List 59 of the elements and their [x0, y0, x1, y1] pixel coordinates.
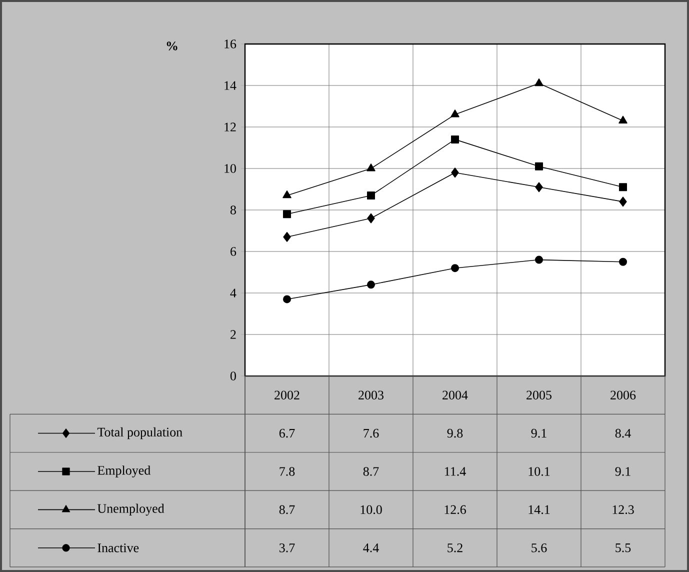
data-label: 5.5 — [616, 544, 631, 552]
data-label: 4.4 — [363, 544, 379, 552]
y-tick-label: 4 — [230, 288, 236, 298]
data-label: 12.3 — [612, 505, 634, 514]
point — [535, 162, 543, 170]
data-label: 5.2 — [448, 543, 462, 552]
legend-label: Total population — [97, 427, 182, 440]
point — [367, 191, 375, 200]
point — [283, 295, 292, 304]
legend-label: Inactive — [98, 544, 139, 552]
data-label: 6.7 — [279, 428, 295, 438]
data-label: 5.6 — [532, 543, 547, 552]
y-tick-label: 12 — [224, 122, 236, 132]
point — [618, 116, 628, 124]
point — [366, 163, 376, 172]
data-label: 8.7 — [279, 505, 295, 514]
y-tick-label: 14 — [224, 81, 236, 90]
point — [451, 264, 459, 272]
point — [451, 168, 459, 178]
y-tick-label: 8 — [230, 206, 236, 214]
point — [535, 256, 543, 264]
point — [450, 110, 460, 118]
legend-label: Employed — [98, 466, 150, 478]
point — [367, 280, 375, 289]
point — [534, 78, 544, 86]
x-tick-label: 2004 — [442, 390, 468, 400]
data-label: 3.7 — [280, 543, 295, 552]
point — [619, 196, 627, 207]
point — [619, 258, 627, 266]
point — [535, 182, 543, 192]
point — [283, 210, 292, 218]
x-tick-label: 2005 — [526, 390, 552, 400]
y-tick-label: 2 — [230, 330, 236, 339]
point — [367, 213, 375, 224]
data-label: 14.1 — [528, 505, 550, 514]
data-label: 10.0 — [360, 505, 382, 514]
point — [283, 232, 291, 242]
data-label: 9.8 — [447, 428, 463, 438]
data-label: 9.1 — [531, 428, 546, 438]
data-label: 10.1 — [528, 467, 550, 476]
data-label: 9.1 — [615, 467, 630, 476]
x-tick-label: 2002 — [274, 390, 300, 400]
data-label: 8.4 — [615, 428, 631, 438]
data-label: 7.6 — [364, 428, 379, 438]
data-label: 12.6 — [444, 505, 466, 514]
y-tick-label: 10 — [224, 164, 236, 173]
y-tick-label: 6 — [230, 247, 236, 256]
point — [451, 135, 459, 144]
point — [282, 190, 292, 198]
y-tick-label: 0 — [230, 372, 236, 380]
legend-label: Unemployed — [97, 504, 164, 516]
y-axis-title: % — [166, 42, 178, 50]
x-tick-label: 2003 — [358, 390, 384, 400]
y-tick-label: 16 — [224, 40, 236, 48]
data-label: 11.4 — [445, 467, 466, 476]
data-label: 7.8 — [280, 467, 295, 476]
x-tick-label: 2006 — [610, 390, 636, 400]
data-label: 8.7 — [363, 467, 379, 476]
point — [619, 183, 627, 192]
